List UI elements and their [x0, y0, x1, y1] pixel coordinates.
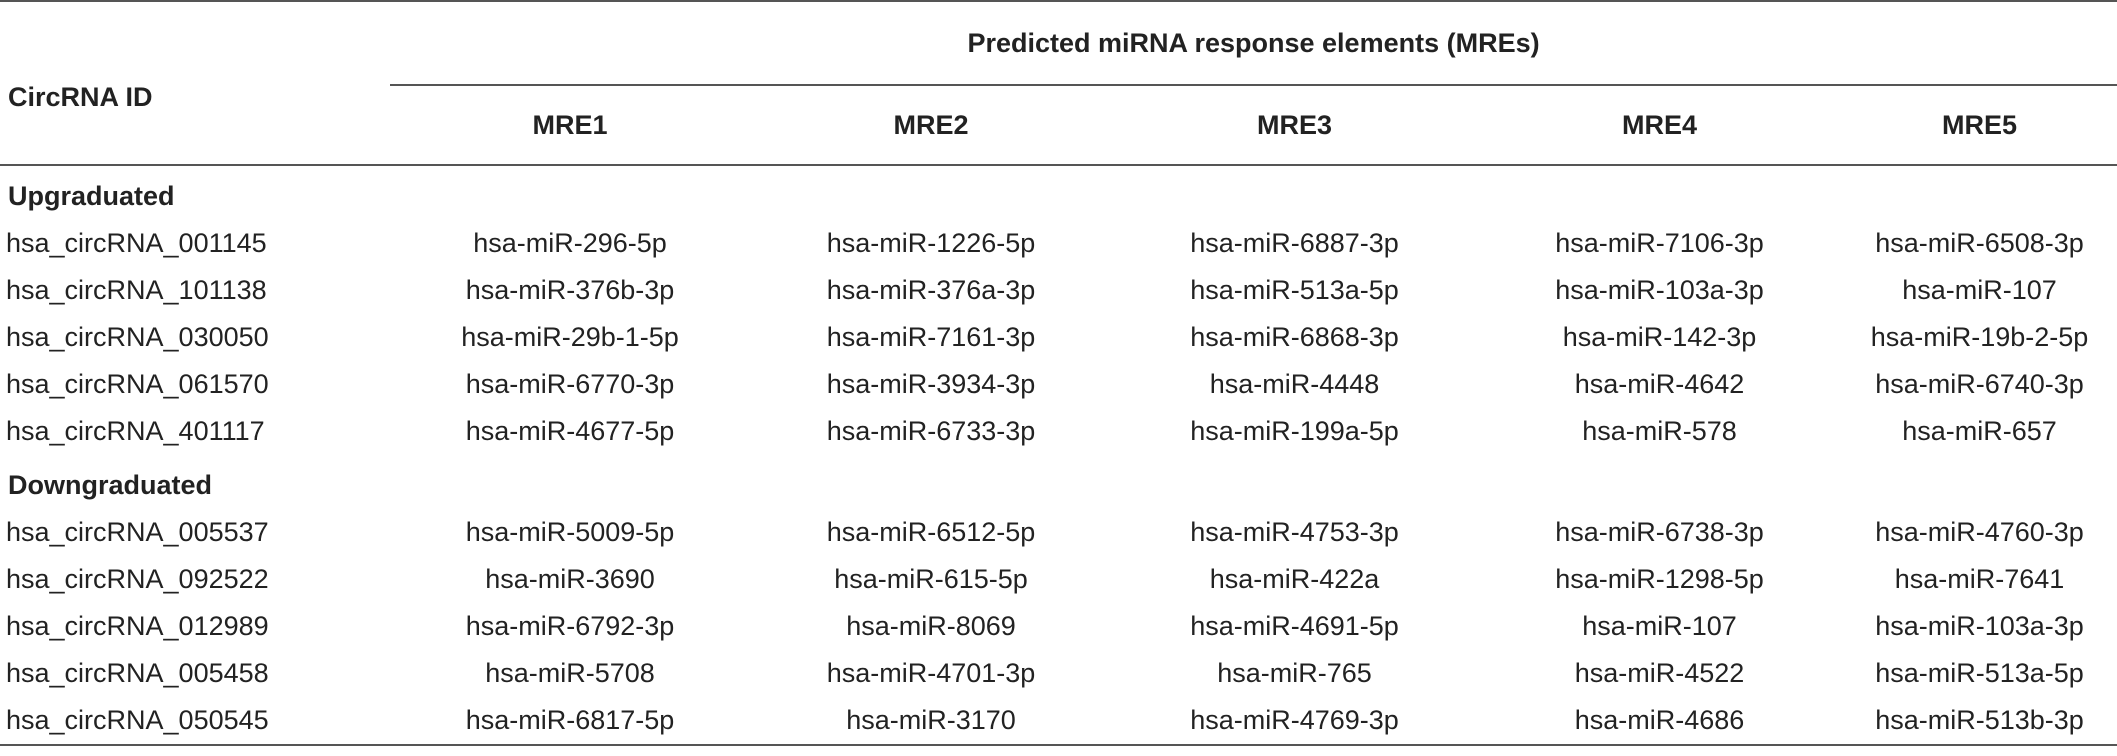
- section-label: Downgraduated: [8, 469, 213, 500]
- table-row: hsa_circRNA_005537 hsa-miR-5009-5p hsa-miR…: [0, 509, 2117, 556]
- column-header-mre1: MRE1: [532, 109, 608, 140]
- mre3-cell: hsa-miR-199a-5p: [1190, 416, 1399, 446]
- mre1-cell: hsa-miR-6770-3p: [465, 369, 675, 399]
- column-header-mre2: MRE2: [893, 109, 969, 140]
- mre3-cell: hsa-miR-4753-3p: [1190, 517, 1399, 547]
- mre2-cell: hsa-miR-7161-3p: [826, 322, 1036, 352]
- mre3-cell: hsa-miR-6868-3p: [1190, 322, 1399, 352]
- mre1-cell: hsa-miR-6817-5p: [390, 697, 750, 746]
- circrna-id-cell: hsa_circRNA_401117: [6, 416, 265, 446]
- table-row: hsa_circRNA_001145 hsa-miR-296-5p hsa-miR-…: [0, 220, 2117, 267]
- mre4-cell: hsa-miR-7106-3p: [1555, 228, 1764, 258]
- mre2-cell: hsa-miR-376a-3p: [826, 275, 1036, 305]
- circrna-id-cell: hsa_circRNA_012989: [6, 611, 269, 641]
- mre3-cell: hsa-miR-513a-5p: [1190, 275, 1399, 305]
- circrna-id-header: CircRNA ID: [8, 81, 153, 112]
- circrna-id-cell: hsa_circRNA_001145: [6, 228, 267, 258]
- mre2-cell: hsa-miR-6733-3p: [826, 416, 1036, 446]
- table-row: hsa_circRNA_401117 hsa-miR-4677-5p hsa-miR…: [0, 408, 2117, 455]
- mre3-cell: hsa-miR-6887-3p: [1190, 228, 1399, 258]
- mre4-cell: hsa-miR-4642: [1574, 369, 1745, 399]
- mre1-cell: hsa-miR-4677-5p: [465, 416, 675, 446]
- mre1-cell: hsa-miR-376b-3p: [465, 275, 675, 305]
- table-row: hsa_circRNA_012989 hsa-miR-6792-3p hsa-miR…: [0, 603, 2117, 650]
- circrna-id-cell: hsa_circRNA_005458: [6, 658, 269, 688]
- mre2-cell: hsa-miR-615-5p: [834, 564, 1028, 594]
- mre3-cell: hsa-miR-765: [1217, 658, 1372, 688]
- mre2-cell: hsa-miR-3170: [750, 697, 1112, 746]
- table-body: Upgraduated hsa_circRNA_001145 hsa-miR-296…: [0, 165, 2117, 746]
- table-row: hsa_circRNA_061570 hsa-miR-6770-3p hsa-miR…: [0, 361, 2117, 408]
- table-row: hsa_circRNA_030050 hsa-miR-29b-1-5p hsa-mi…: [0, 314, 2117, 361]
- mre4-cell: hsa-miR-103a-3p: [1555, 275, 1764, 305]
- mre5-cell: hsa-miR-19b-2-5p: [1870, 322, 2089, 352]
- mre2-cell: hsa-miR-1226-5p: [826, 228, 1036, 258]
- mre4-cell: hsa-miR-578: [1582, 416, 1737, 446]
- mre1-cell: hsa-miR-3690: [485, 564, 655, 594]
- column-header-mre3: MRE3: [1256, 109, 1332, 140]
- column-header-mre5: MRE5: [1942, 109, 2018, 140]
- mre5-cell: hsa-miR-103a-3p: [1875, 611, 2084, 641]
- mre4-cell: hsa-miR-1298-5p: [1555, 564, 1764, 594]
- mre5-cell: hsa-miR-513a-5p: [1875, 658, 2084, 688]
- mre-group-header: Predicted miRNA response elements (MREs): [390, 1, 2117, 86]
- column-header-mre4: MRE4: [1621, 109, 1697, 140]
- table-row: hsa_circRNA_101138 hsa-miR-376b-3p hsa-miR…: [0, 267, 2117, 314]
- mre5-cell: hsa-miR-6740-3p: [1875, 369, 2084, 399]
- mre3-cell: hsa-miR-4448: [1209, 369, 1380, 399]
- circrna-id-cell: hsa_circRNA_005537: [6, 517, 269, 547]
- mre4-cell: hsa-miR-4522: [1574, 658, 1745, 688]
- table-header: CircRNA ID Predicted miRNA response elem…: [0, 1, 2117, 165]
- mre2-cell: hsa-miR-8069: [846, 611, 1016, 641]
- circrna-id-cell: hsa_circRNA_050545: [0, 697, 390, 746]
- mre5-cell: hsa-miR-107: [1902, 275, 2057, 305]
- mre5-cell: hsa-miR-657: [1902, 416, 2057, 446]
- mre4-cell: hsa-miR-107: [1582, 611, 1737, 641]
- mre1-cell: hsa-miR-6792-3p: [465, 611, 675, 641]
- mre5-cell: hsa-miR-4760-3p: [1875, 517, 2084, 547]
- mre3-cell: hsa-miR-422a: [1209, 564, 1380, 594]
- mre4-cell: hsa-miR-142-3p: [1562, 322, 1757, 352]
- circrna-id-cell: hsa_circRNA_061570: [6, 369, 269, 399]
- mre2-cell: hsa-miR-3934-3p: [826, 369, 1036, 399]
- mre5-cell: hsa-miR-513b-3p: [1842, 697, 2117, 746]
- mre3-cell: hsa-miR-4691-5p: [1190, 611, 1399, 641]
- mre1-cell: hsa-miR-5708: [485, 658, 655, 688]
- section-row: Downgraduated: [0, 455, 2117, 509]
- mre4-cell: hsa-miR-4686: [1477, 697, 1842, 746]
- table-row: hsa_circRNA_092522 hsa-miR-3690 hsa-miR-61…: [0, 556, 2117, 603]
- mre2-cell: hsa-miR-4701-3p: [826, 658, 1036, 688]
- circrna-id-cell: hsa_circRNA_101138: [6, 275, 267, 305]
- table-row: hsa_circRNA_005458 hsa-miR-5708 hsa-miR-47…: [0, 650, 2117, 697]
- mre1-cell: hsa-miR-296-5p: [473, 228, 667, 258]
- circrna-id-cell: hsa_circRNA_030050: [6, 322, 269, 352]
- section-label: Upgraduated: [8, 180, 175, 211]
- mre1-cell: hsa-miR-29b-1-5p: [461, 322, 679, 352]
- mre1-cell: hsa-miR-5009-5p: [465, 517, 675, 547]
- mre3-cell: hsa-miR-4769-3p: [1112, 697, 1477, 746]
- mre2-cell: hsa-miR-6512-5p: [826, 517, 1036, 547]
- mre4-cell: hsa-miR-6738-3p: [1555, 517, 1764, 547]
- mre5-cell: hsa-miR-6508-3p: [1875, 228, 2084, 258]
- circrna-id-cell: hsa_circRNA_092522: [6, 564, 269, 594]
- table-row: hsa_circRNA_050545 hsa-miR-6817-5p hsa-miR…: [0, 697, 2117, 746]
- mre5-cell: hsa-miR-7641: [1894, 564, 2065, 594]
- section-row: Upgraduated: [0, 165, 2117, 220]
